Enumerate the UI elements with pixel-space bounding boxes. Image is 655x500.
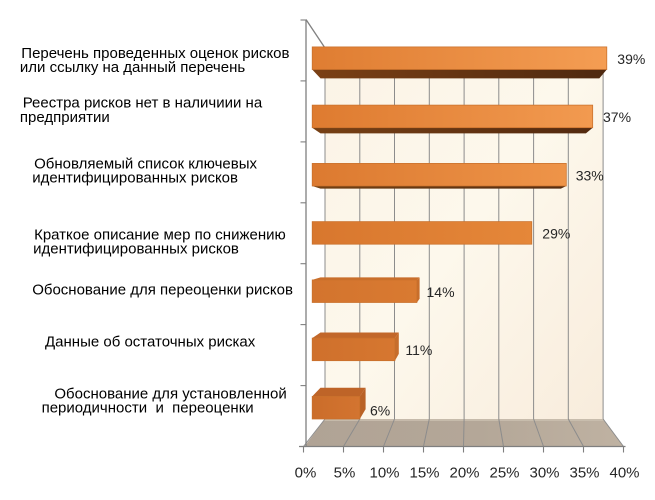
- svg-text:30%: 30%: [529, 465, 559, 482]
- svg-text:20%: 20%: [449, 465, 479, 482]
- svg-text:Обоснование для установленной: Обоснование для установленной: [54, 385, 286, 402]
- svg-text:14%: 14%: [427, 284, 455, 300]
- svg-text:или ссылку на данный перечень: или ссылку на данный перечень: [20, 59, 245, 76]
- svg-text:15%: 15%: [409, 465, 439, 482]
- svg-text:37%: 37%: [603, 109, 631, 125]
- svg-text:6%: 6%: [370, 403, 390, 419]
- svg-text:предприятии: предприятии: [20, 109, 110, 126]
- svg-text:5%: 5%: [334, 465, 356, 482]
- svg-text:идентифицированных рисков: идентифицированных рисков: [32, 170, 238, 187]
- svg-text:идентифицированных рисков: идентифицированных рисков: [33, 241, 239, 258]
- svg-text:40%: 40%: [609, 465, 639, 482]
- svg-text:39%: 39%: [617, 51, 645, 67]
- svg-text:Обновляемый список ключевых: Обновляемый список ключевых: [34, 155, 257, 172]
- svg-text:11%: 11%: [405, 342, 432, 358]
- svg-text:25%: 25%: [489, 465, 519, 482]
- svg-text:Перечень проведенных оценок ри: Перечень проведенных оценок рисков: [21, 45, 289, 62]
- svg-text:33%: 33%: [576, 168, 604, 184]
- svg-text:35%: 35%: [569, 465, 599, 482]
- svg-text:Реестра рисков нет в наличиии: Реестра рисков нет в наличиии на: [23, 95, 263, 112]
- svg-text:29%: 29%: [542, 226, 570, 242]
- svg-text:Данные об остаточных рисках: Данные об остаточных рисках: [45, 333, 256, 350]
- svg-text:периодичности и переоценки: периодичности и переоценки: [42, 400, 254, 417]
- svg-text:Обоснование для переоценки рис: Обоснование для переоценки рисков: [32, 281, 293, 298]
- svg-text:10%: 10%: [369, 465, 399, 482]
- svg-text:Краткое описание мер по снижен: Краткое описание мер по снижению: [34, 226, 286, 243]
- svg-text:0%: 0%: [295, 465, 317, 482]
